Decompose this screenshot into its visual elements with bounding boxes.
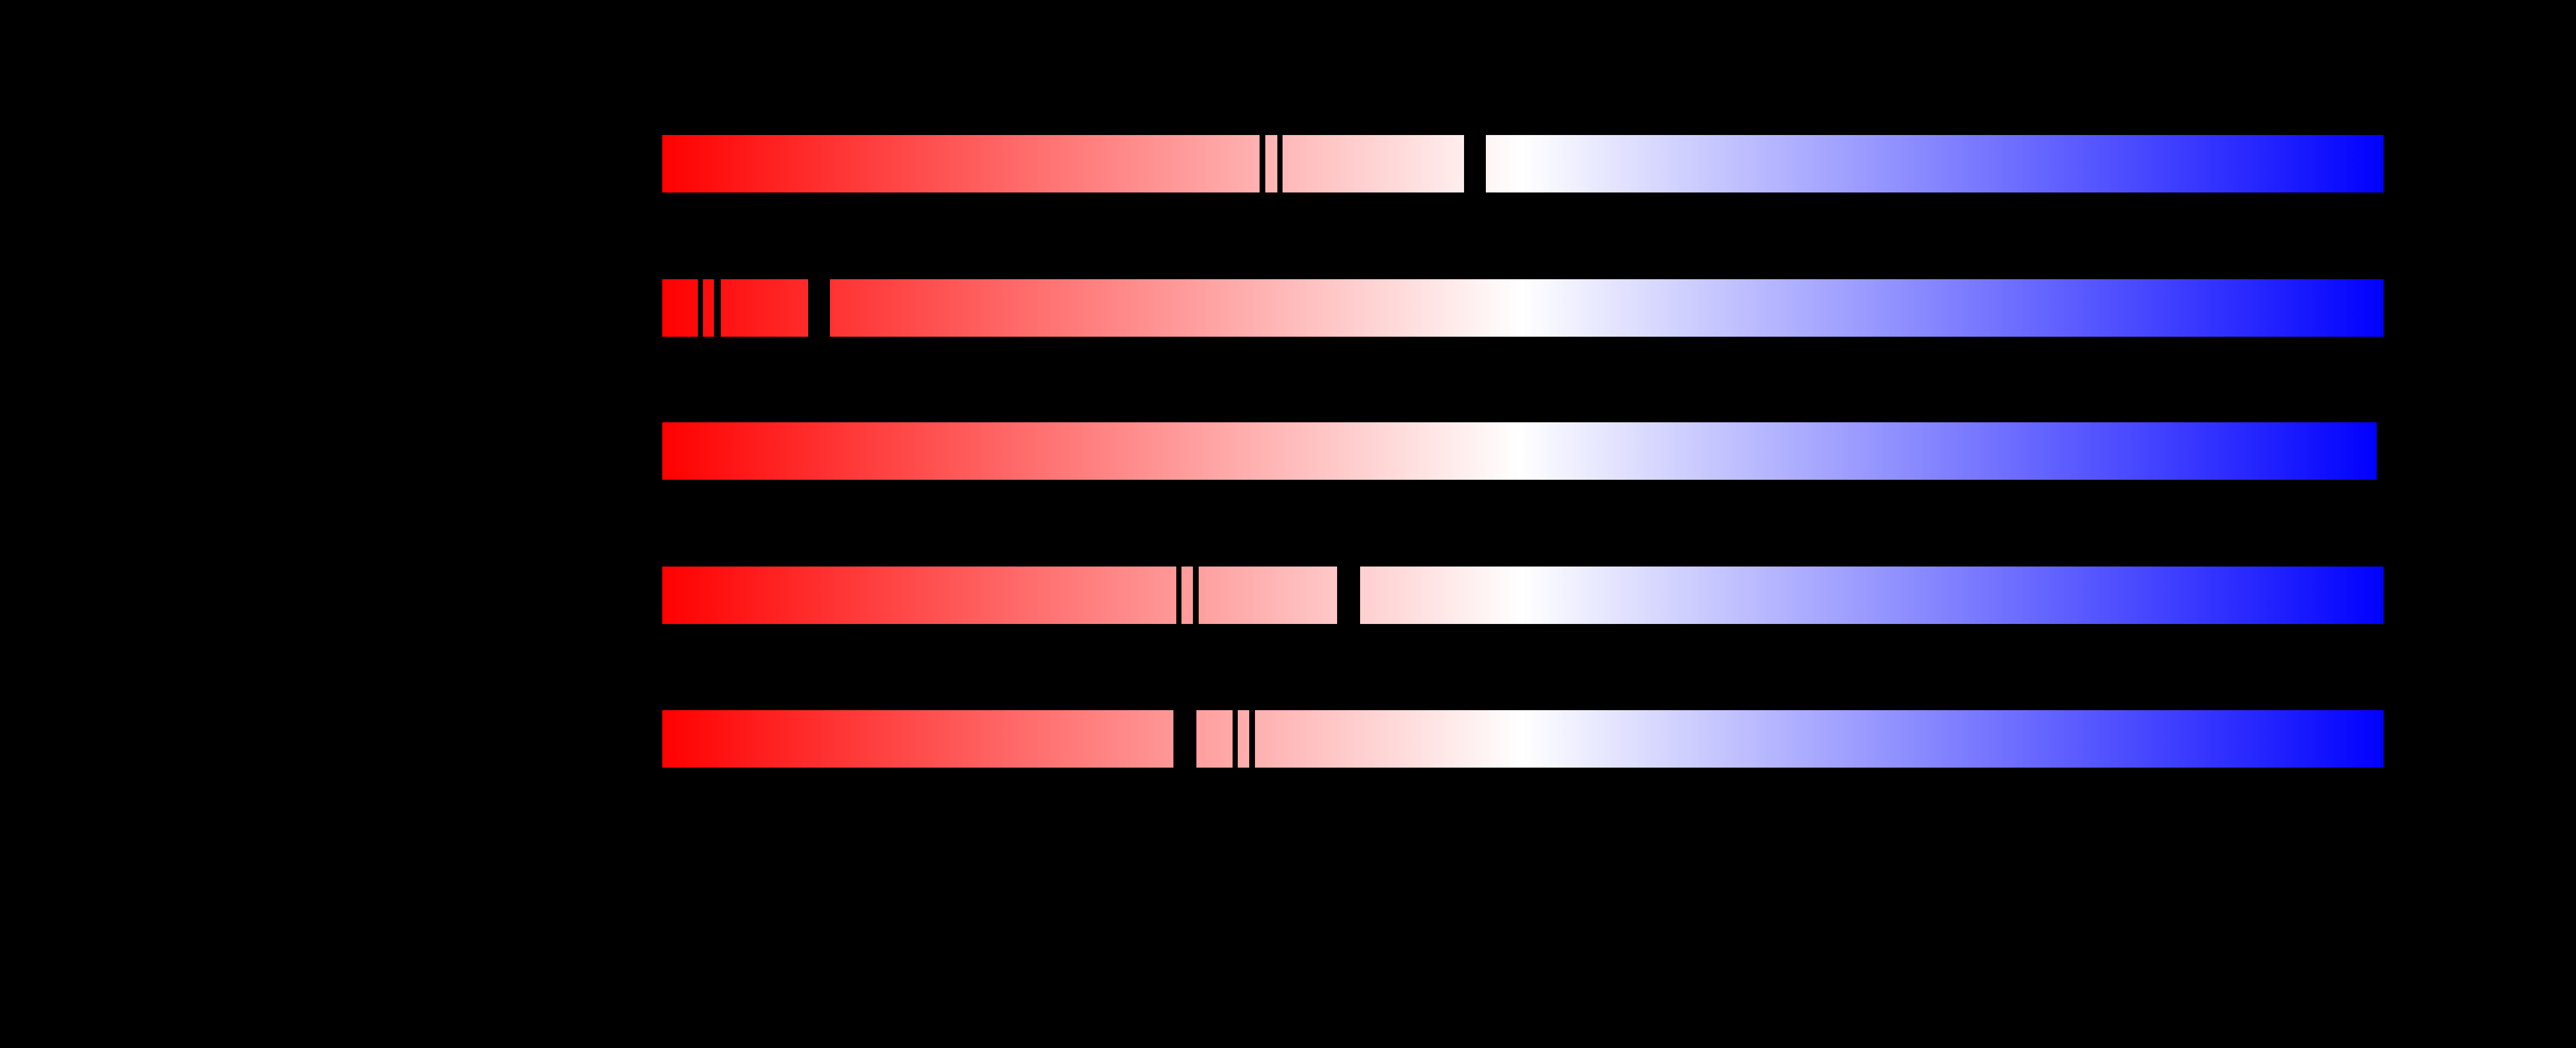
thin-marker-line (1249, 710, 1255, 768)
thick-marker-line (1337, 566, 1360, 625)
thick-marker-line (1464, 134, 1486, 193)
thin-marker-line (698, 279, 703, 337)
thin-marker-line (714, 279, 721, 337)
thin-marker-line (1260, 134, 1265, 193)
thin-marker-line (1233, 710, 1238, 768)
gradient-strip-strip-3 (662, 422, 2377, 480)
thin-marker-line (1176, 566, 1181, 625)
gradient-strip-strip-2 (662, 279, 2384, 337)
thick-marker-line (1173, 710, 1196, 768)
gradient-strip-strip-5 (662, 710, 2384, 768)
gradient-strip-strip-4 (662, 566, 2384, 625)
thin-marker-line (1277, 134, 1283, 193)
gradient-strip-strip-1 (662, 134, 2384, 193)
thick-marker-line (808, 279, 830, 337)
thin-marker-line (1193, 566, 1199, 625)
